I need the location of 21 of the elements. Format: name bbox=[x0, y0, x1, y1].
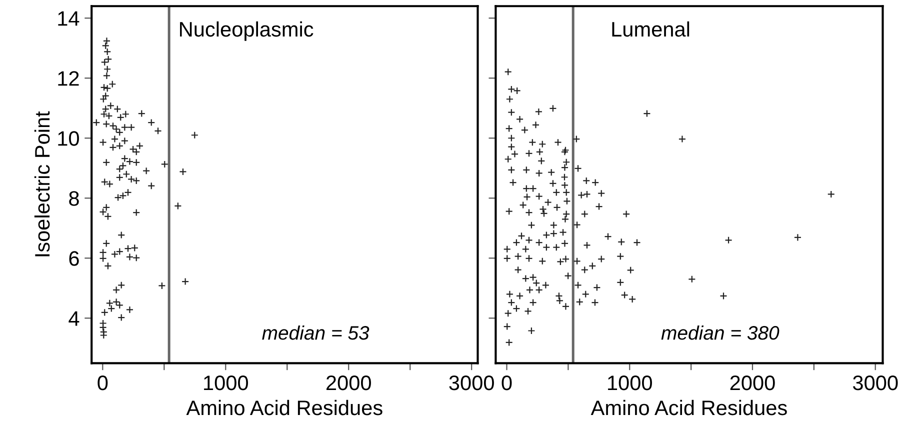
y-tick-label: 6 bbox=[69, 251, 79, 266]
text: Lumenal bbox=[612, 21, 690, 37]
x-axis-title: Amino Acid Residues bbox=[186, 400, 382, 416]
annotation: median = 380 bbox=[661, 326, 780, 340]
x-tick-label: 1000 bbox=[204, 376, 248, 390]
x-tick-label: 0 bbox=[98, 376, 108, 390]
x-tick-label: 0 bbox=[502, 376, 512, 390]
y-tick-label: 4 bbox=[68, 311, 80, 326]
y-tick-label: 14 bbox=[58, 11, 80, 26]
x-tick-label: 3000 bbox=[449, 376, 494, 390]
y-axis-title: Isoelectric Point bbox=[34, 111, 50, 256]
x-tick-label: 1000 bbox=[608, 376, 652, 390]
y-tick-label: 12 bbox=[58, 71, 79, 86]
x-tick-label: 2000 bbox=[326, 376, 371, 390]
x-tick-label: 2000 bbox=[730, 376, 775, 390]
x-tick-label: 3000 bbox=[852, 376, 898, 390]
annotation: median = 53 bbox=[262, 326, 370, 340]
y-tick-label: 10 bbox=[58, 131, 79, 146]
y-tick-label: 8 bbox=[69, 191, 79, 206]
x-axis-title: Amino Acid Residues bbox=[590, 400, 787, 416]
text: Nucleoplasmic bbox=[180, 21, 314, 41]
